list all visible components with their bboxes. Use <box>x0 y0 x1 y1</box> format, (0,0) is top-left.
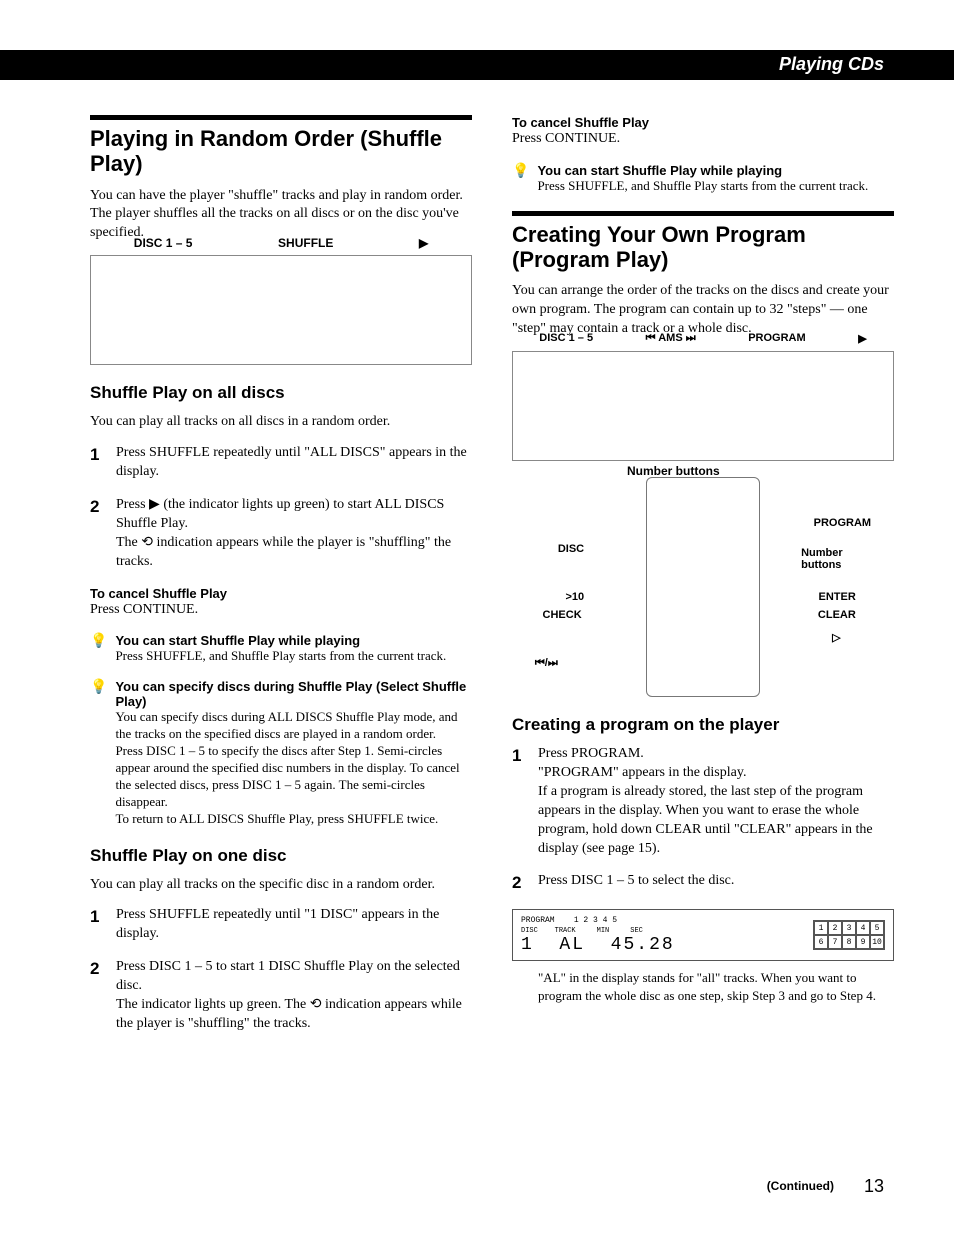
display-sec-val: 28 <box>649 935 675 955</box>
subheading-create-program: Creating a program on the player <box>512 715 894 735</box>
page-number: 13 <box>864 1176 884 1197</box>
track-grid: 12345 678910 <box>813 920 885 950</box>
remote-label-program: PROGRAM <box>814 517 871 529</box>
tip-heading: You can start Shuffle Play while playing <box>115 633 446 648</box>
subheading-one-disc: Shuffle Play on one disc <box>90 846 472 866</box>
display-disc-label: DISC <box>521 927 538 935</box>
cd-player-diagram: DISC 1 – 5 SHUFFLE ▶ <box>90 255 472 365</box>
step-num: 2 <box>512 872 528 895</box>
display-min-val: 45 <box>611 935 637 955</box>
remote-label-disc: DISC <box>558 543 584 555</box>
tip-body: You can specify discs during ALL DISCS S… <box>115 709 472 827</box>
section-rule <box>512 211 894 216</box>
remote-label-clear: CLEAR <box>818 609 856 621</box>
tip-heading: You can specify discs during Shuffle Pla… <box>115 679 472 709</box>
sub1-intro: You can play all tracks on all discs in … <box>90 413 472 432</box>
display-track-label: TRACK <box>555 927 576 935</box>
right-column: To cancel Shuffle Play Press CONTINUE. 💡… <box>512 115 894 1048</box>
header-bar: Playing CDs <box>0 50 954 80</box>
diag-label: ▶ <box>858 332 866 345</box>
number-buttons-label: Number buttons <box>627 464 720 478</box>
tip-icon: 💡 <box>90 679 107 827</box>
remote-label-skip: ⏮/⏭ <box>535 657 558 670</box>
remote-label-play: ▷ <box>832 631 840 644</box>
intro-text: You can have the player "shuffle" tracks… <box>90 187 472 244</box>
step-text: Press DISC 1 – 5 to start 1 DISC Shuffle… <box>116 958 472 1034</box>
remote-label-check: CHECK <box>543 609 582 621</box>
remote-label-gt10: >10 <box>565 591 584 603</box>
tip-icon: 💡 <box>512 163 529 195</box>
tip-icon: 💡 <box>90 633 107 665</box>
display-disc-val: 1 <box>521 935 534 955</box>
steps-all-discs: 1 Press SHUFFLE repeatedly until "ALL DIS… <box>90 444 472 571</box>
display-track-val: AL <box>559 935 585 955</box>
step-text: Press DISC 1 – 5 to select the disc. <box>538 872 734 895</box>
intro-text: You can arrange the order of the tracks … <box>512 282 894 339</box>
sub2-intro: You can play all tracks on the specific … <box>90 876 472 895</box>
diag-label: DISC 1 – 5 <box>539 332 593 345</box>
step-text: Press PROGRAM. "PROGRAM" appears in the … <box>538 745 894 858</box>
display-mode: PROGRAM <box>521 916 555 925</box>
cancel-heading: To cancel Shuffle Play <box>90 586 472 601</box>
subheading-all-discs: Shuffle Play on all discs <box>90 383 472 403</box>
left-column: Playing in Random Order (Shuffle Play) Y… <box>90 115 472 1048</box>
step-text: Press SHUFFLE repeatedly until "ALL DISC… <box>116 444 472 482</box>
diag-label: ⏮ AMS ⏭ <box>646 332 696 345</box>
step-num: 2 <box>90 496 106 572</box>
diag-label-shuffle: SHUFFLE <box>278 236 333 250</box>
section-rule <box>90 115 472 120</box>
display-note: "AL" in the display stands for "all" tra… <box>538 969 894 1004</box>
steps-one-disc: 1 Press SHUFFLE repeatedly until "1 DISC"… <box>90 906 472 1033</box>
section-heading-shuffle: Playing in Random Order (Shuffle Play) <box>90 126 472 177</box>
header-title: Playing CDs <box>779 54 884 75</box>
remote-diagram: PROGRAM DISC Number buttons >10 ENTER CH… <box>512 477 894 697</box>
section-heading-program: Creating Your Own Program (Program Play) <box>512 222 894 273</box>
display-sec-label: SEC <box>630 927 643 935</box>
display-top-nums: 1 2 3 4 5 <box>574 916 617 925</box>
diag-label-play: ▶ <box>419 236 428 250</box>
step-text: Press ▶ (the indicator lights up green) … <box>116 496 472 572</box>
lcd-display: PROGRAM 1 2 3 4 5 DISC TRACK MIN SEC 1 A… <box>512 909 894 961</box>
step-num: 1 <box>512 745 528 858</box>
steps-program: 1Press PROGRAM. "PROGRAM" appears in the… <box>512 745 894 895</box>
continued-label: (Continued) <box>767 1179 834 1193</box>
diag-label: PROGRAM <box>748 332 805 345</box>
tip-body: Press SHUFFLE, and Shuffle Play starts f… <box>537 178 868 195</box>
step-text: Press SHUFFLE repeatedly until "1 DISC" … <box>116 906 472 944</box>
cancel-body: Press CONTINUE. <box>512 130 894 149</box>
remote-label-enter: ENTER <box>819 591 856 603</box>
cancel-heading: To cancel Shuffle Play <box>512 115 894 130</box>
step-num: 1 <box>90 444 106 482</box>
tip-heading: You can start Shuffle Play while playing <box>537 163 868 178</box>
diag-label-disc: DISC 1 – 5 <box>134 236 193 250</box>
step-num: 2 <box>90 958 106 1034</box>
tip-body: Press SHUFFLE, and Shuffle Play starts f… <box>115 648 446 665</box>
remote-label-numbtn: Number buttons <box>801 547 871 571</box>
step-num: 1 <box>90 906 106 944</box>
cd-player-diagram-2: DISC 1 – 5 ⏮ AMS ⏭ PROGRAM ▶ Number butt… <box>512 351 894 461</box>
display-min-label: MIN <box>597 927 610 935</box>
cancel-body: Press CONTINUE. <box>90 601 472 620</box>
